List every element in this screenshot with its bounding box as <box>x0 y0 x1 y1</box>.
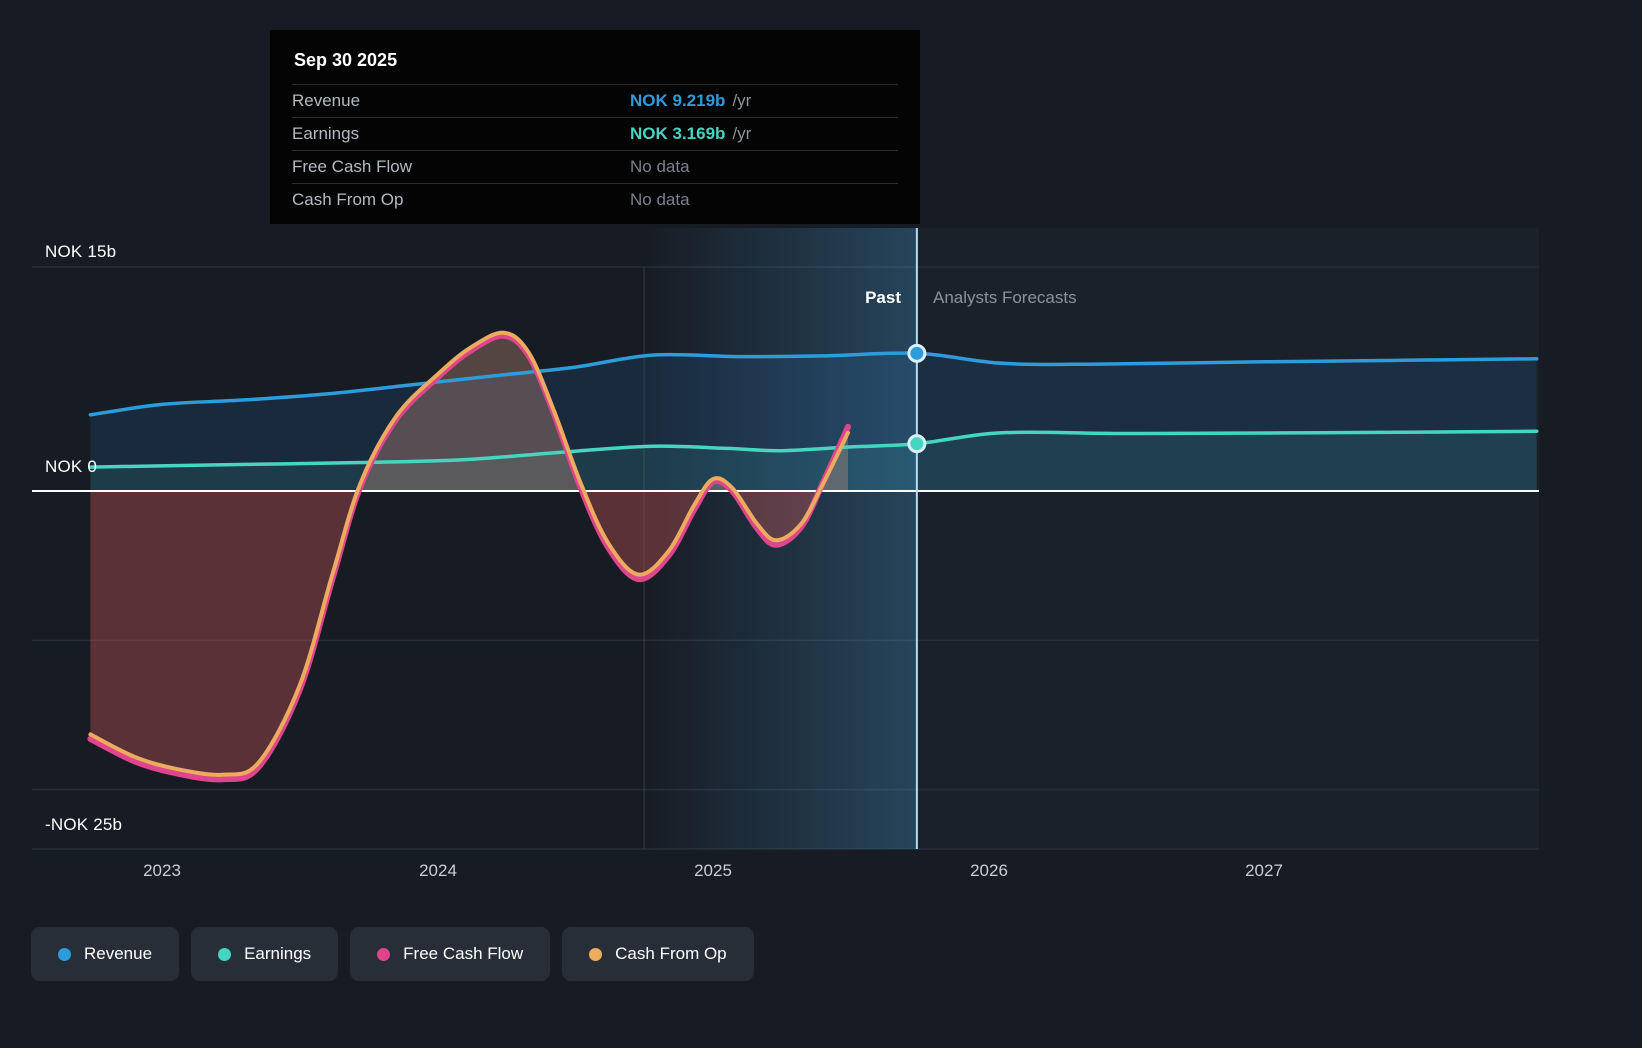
past-label: Past <box>865 288 901 307</box>
tooltip-row-value: NOK 9.219b <box>630 91 726 110</box>
legend-label: Cash From Op <box>615 944 727 963</box>
y-axis-label-top: NOK 15b <box>45 242 117 261</box>
x-axis-label-2025: 2025 <box>694 861 732 880</box>
tooltip-row-label: Revenue <box>292 91 361 110</box>
y-axis-label-bottom: -NOK 25b <box>45 815 123 834</box>
tooltip-row-label: Free Cash Flow <box>292 157 412 176</box>
tooltip-row-suffix: /yr <box>732 91 752 110</box>
tooltip-row-value: No data <box>630 190 690 209</box>
tooltip-row-free-cash-flow: Free Cash Flow No data <box>292 150 898 183</box>
x-axis-label-2026: 2026 <box>970 861 1008 880</box>
analysts-forecasts-label: Analysts Forecasts <box>933 288 1077 307</box>
tooltip-row-label: Cash From Op <box>292 190 404 209</box>
revenue-dot-icon <box>58 947 71 961</box>
chart-legend: Revenue Earnings Free Cash Flow Cash Fro… <box>31 927 754 981</box>
legend-item-cash-from-op[interactable]: Cash From Op <box>562 927 754 981</box>
chart-tooltip: Sep 30 2025 Revenue NOK 9.219b /yr Earni… <box>270 30 920 224</box>
tooltip-row-value: NOK 3.169b <box>630 124 726 143</box>
legend-label: Free Cash Flow <box>403 944 524 963</box>
cash-from-op-dot-icon <box>589 947 603 961</box>
tooltip-row-value: No data <box>630 157 690 176</box>
x-axis-label-2024: 2024 <box>419 861 457 880</box>
free-cash-flow-dot-icon <box>377 947 391 961</box>
legend-label: Revenue <box>84 944 153 963</box>
tooltip-row-suffix: /yr <box>732 124 752 143</box>
legend-item-revenue[interactable]: Revenue <box>31 927 180 981</box>
tooltip-row-cash-from-op: Cash From Op No data <box>292 183 898 216</box>
legend-item-earnings[interactable]: Earnings <box>191 927 339 981</box>
legend-item-free-cash-flow[interactable]: Free Cash Flow <box>350 927 551 981</box>
tooltip-row-earnings: Earnings NOK 3.169b /yr <box>292 117 898 150</box>
legend-label: Earnings <box>244 944 312 963</box>
x-axis-label-2027: 2027 <box>1245 861 1283 880</box>
tooltip-date: Sep 30 2025 <box>294 50 398 70</box>
tooltip-row-revenue: Revenue NOK 9.219b /yr <box>292 84 898 117</box>
y-axis-label-zero: NOK 0 <box>45 457 98 476</box>
tooltip-row-label: Earnings <box>292 124 360 143</box>
earnings-dot-icon <box>218 947 232 961</box>
x-axis-label-2023: 2023 <box>143 861 181 880</box>
